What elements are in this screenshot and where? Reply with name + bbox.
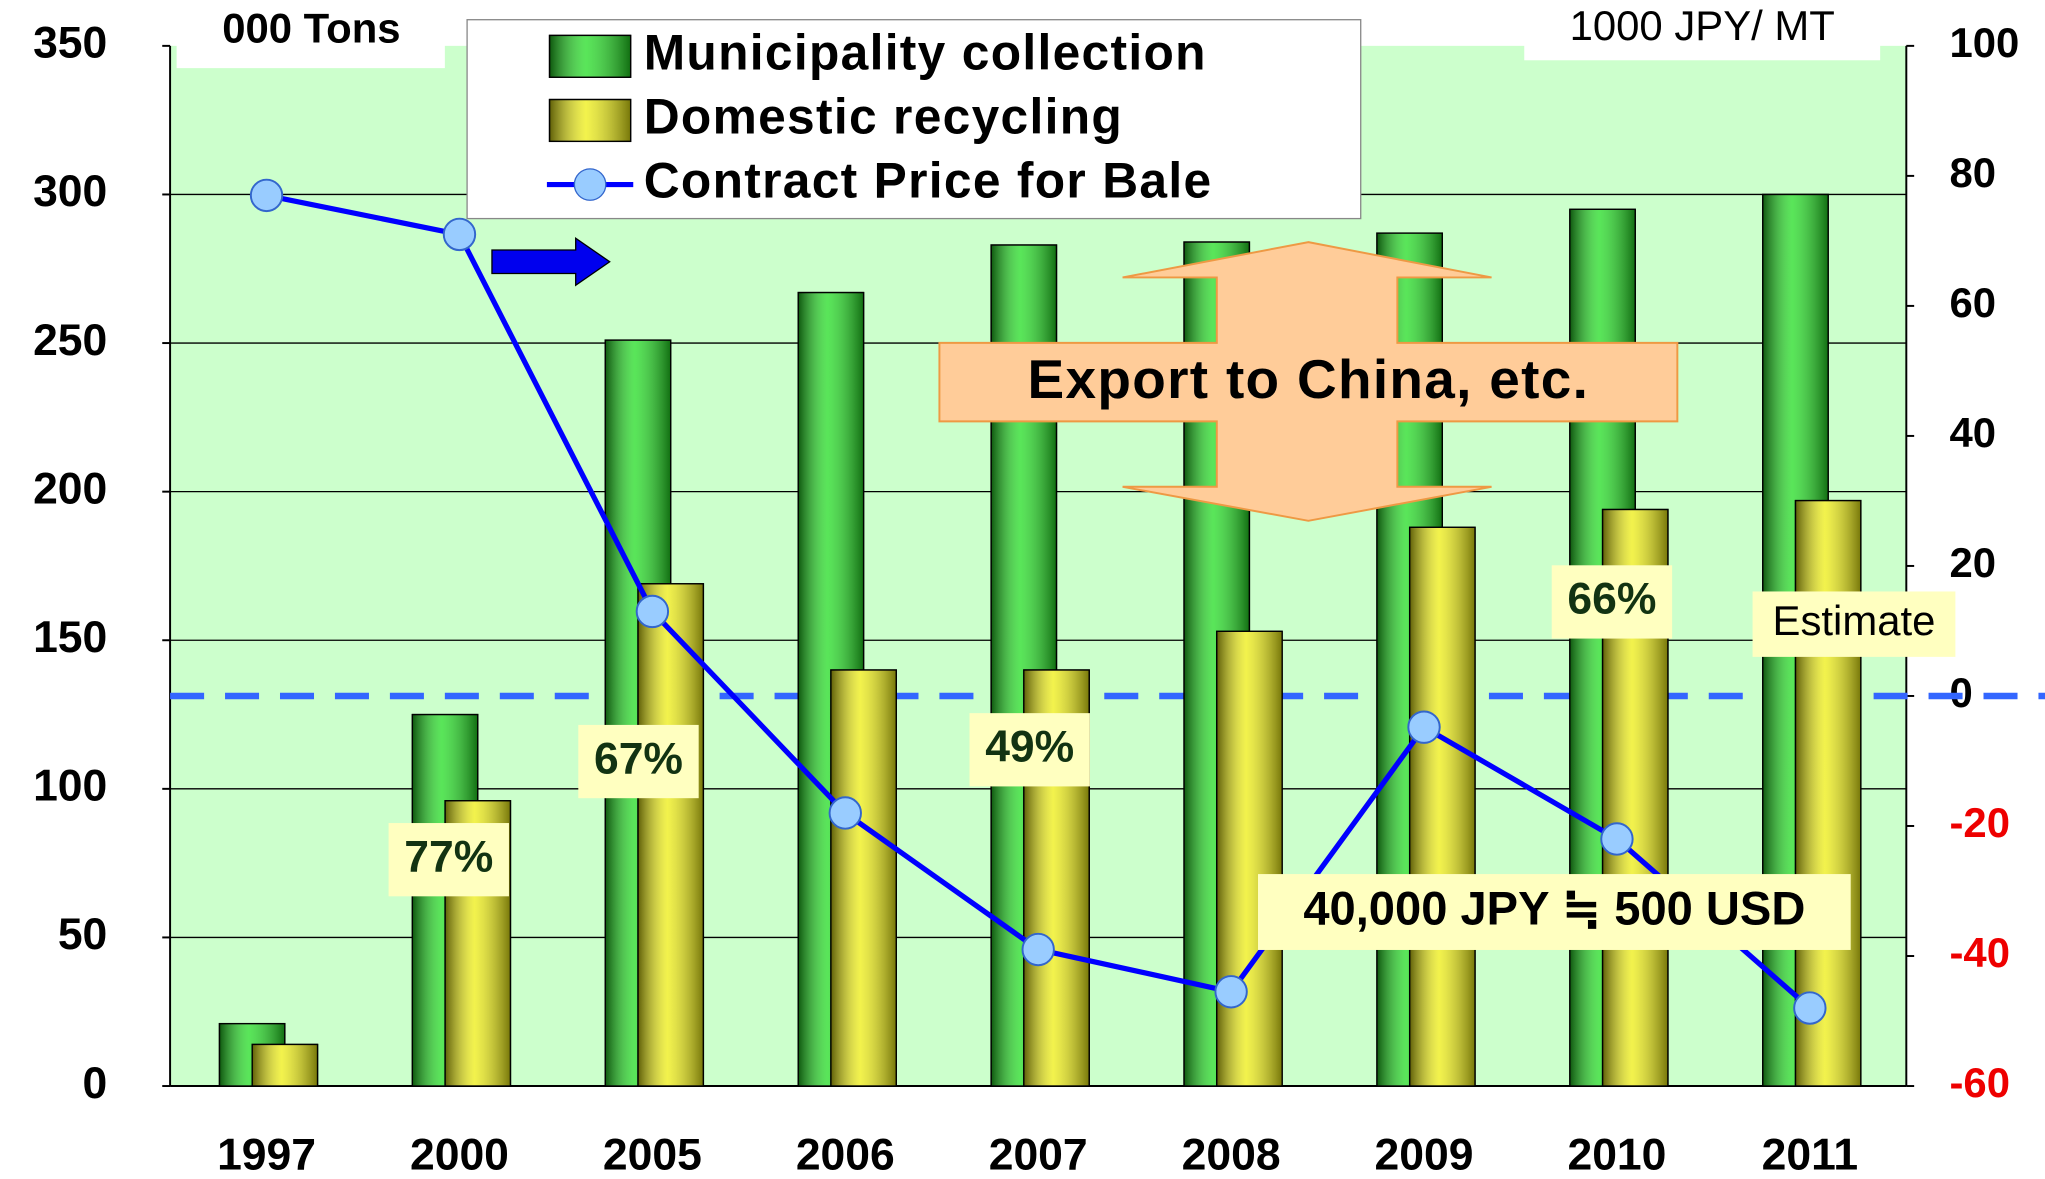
annotation: 67% <box>594 734 683 783</box>
y-tick-label: 0 <box>83 1059 108 1108</box>
x-tick-label: 1997 <box>217 1131 316 1179</box>
y2-axis-label: 1000 JPY/ MT <box>1570 2 1835 49</box>
annotation: 77% <box>404 832 493 881</box>
x-tick-label: 2007 <box>989 1131 1088 1179</box>
y2-tick-label: 20 <box>1949 539 1996 586</box>
y-axis-label: 000 Tons <box>222 5 400 52</box>
y2-tick-label: 60 <box>1949 279 1996 326</box>
x-tick-label: 2010 <box>1567 1131 1666 1179</box>
y-tick-label: 50 <box>58 910 107 959</box>
annotation: 40,000 JPY ≒ 500 USD <box>1303 881 1805 934</box>
price-marker <box>1214 975 1248 1009</box>
x-tick-label: 2005 <box>603 1131 702 1179</box>
annotation: 49% <box>985 723 1074 772</box>
price-marker <box>442 217 477 252</box>
annotation: Estimate <box>1773 597 1936 644</box>
y2-tick-label: 40 <box>1949 409 1996 456</box>
y2-tick-label: 0 <box>1949 669 1972 716</box>
legend-marker <box>573 168 607 201</box>
legend-label: Domestic recycling <box>644 89 1123 145</box>
x-tick-label: 2008 <box>1182 1131 1281 1179</box>
export-arrow <box>938 241 1679 522</box>
y-tick-label: 250 <box>33 316 107 365</box>
legend-swatch-shade <box>548 34 632 78</box>
y2-tick-label: -60 <box>1949 1059 2010 1106</box>
legend-label: Municipality collection <box>644 24 1207 80</box>
price-marker <box>1407 710 1441 744</box>
y2-tick-label: -40 <box>1949 929 2010 976</box>
price-marker <box>828 796 862 830</box>
price-marker <box>1021 932 1055 967</box>
annotation: Export to China, etc. <box>1028 348 1590 410</box>
x-tick-label: 2006 <box>796 1131 895 1179</box>
y-tick-label: 300 <box>33 167 107 216</box>
price-marker <box>1600 822 1634 856</box>
unit-box <box>176 7 445 69</box>
annotation-box <box>969 713 1090 787</box>
price-marker <box>249 178 284 213</box>
price-marker <box>635 594 670 629</box>
x-tick-label: 2000 <box>410 1131 509 1179</box>
bar-shade <box>1216 630 1283 1087</box>
annotation: 66% <box>1567 575 1656 624</box>
annotation-box <box>578 724 699 799</box>
legend-swatch-shade <box>548 98 632 143</box>
bar-shade <box>1408 526 1476 1087</box>
annotation-box <box>1258 874 1851 950</box>
annotation-box <box>1551 565 1673 639</box>
price-marker <box>1793 991 1827 1025</box>
y2-tick-label: 100 <box>1949 19 2019 66</box>
x-tick-label: 2009 <box>1375 1131 1474 1179</box>
arrow <box>491 236 611 287</box>
y-tick-label: 200 <box>33 464 107 513</box>
unit-box <box>1524 5 1881 61</box>
bar-shade <box>830 669 897 1087</box>
annotation-box <box>388 823 509 897</box>
y-tick-label: 150 <box>33 613 107 662</box>
x-tick-label: 2011 <box>1762 1131 1858 1179</box>
y-tick-label: 100 <box>33 762 107 811</box>
y2-tick-label: -20 <box>1949 799 2010 846</box>
annotation-box <box>1752 591 1956 657</box>
bar-shade <box>251 1043 319 1087</box>
y-tick-label: 350 <box>33 19 107 68</box>
bar-shade <box>637 583 705 1087</box>
legend-label: Contract Price for Bale <box>644 153 1213 209</box>
y2-tick-label: 80 <box>1949 149 1996 196</box>
